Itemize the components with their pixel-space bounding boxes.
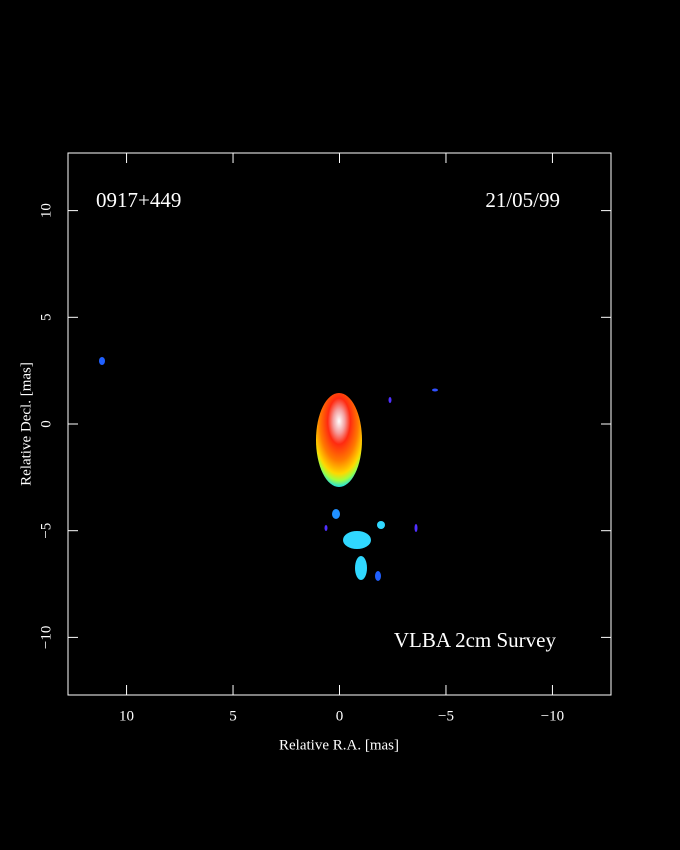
x-tick-label: −5: [438, 708, 454, 724]
x-tick-label: 0: [336, 708, 344, 724]
y-tick-label: 10: [38, 203, 54, 218]
x-tick-label: 10: [119, 708, 134, 724]
y-axis-label: Relative Decl. [mas]: [18, 362, 34, 486]
y-tick-label: 0: [38, 420, 54, 428]
epoch: 21/05/99: [485, 188, 560, 212]
survey-label: VLBA 2cm Survey: [394, 628, 557, 652]
emission: [99, 357, 438, 581]
x-tick-label: 5: [229, 708, 237, 724]
y-tick-label: −5: [38, 523, 54, 539]
x-tick-label: −10: [541, 708, 564, 724]
x-axis-label: Relative R.A. [mas]: [279, 737, 399, 753]
source-name: 0917+449: [96, 188, 181, 212]
y-tick-label: 5: [38, 314, 54, 322]
y-tick-label: −10: [38, 626, 54, 649]
